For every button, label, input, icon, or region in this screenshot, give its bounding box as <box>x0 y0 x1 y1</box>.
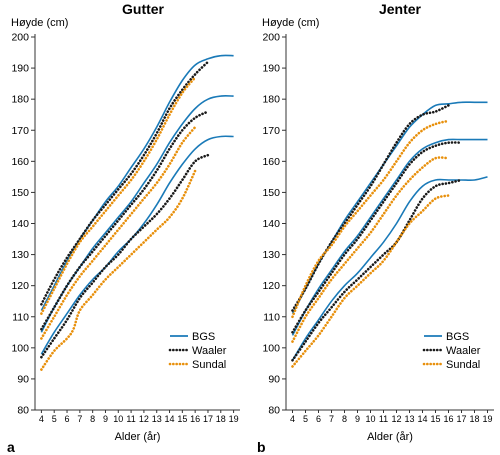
x-tick-label: 8 <box>90 414 95 424</box>
x-tick-label: 5 <box>52 414 57 424</box>
series-line-waaler-high <box>291 104 450 312</box>
x-axis-label: Alder (år) <box>115 431 161 443</box>
x-tick-label: 5 <box>303 414 308 424</box>
y-tick-label: 150 <box>11 187 29 199</box>
x-tick-label: 11 <box>126 414 135 424</box>
x-tick-label: 4 <box>290 414 295 424</box>
x-tick-label: 8 <box>342 414 347 424</box>
x-tick-label: 13 <box>152 414 162 424</box>
chart-panel-b: Jenter Høyde (cm) 80 90 100 110 120 130 140 150 16… <box>257 1 494 455</box>
y-tick-label: 150 <box>262 187 280 199</box>
series-line-sundal-high <box>291 119 450 319</box>
x-axis-label: Alder (år) <box>367 431 413 443</box>
legend-label-bgs: BGS <box>446 331 469 343</box>
series-line-sundal-low <box>291 194 450 368</box>
legend-label-waaler: Waaler <box>192 345 227 357</box>
y-tick-label: 120 <box>262 280 280 292</box>
x-tick-label: 17 <box>203 414 213 424</box>
y-tick-label: 110 <box>12 311 29 323</box>
x-tick-label: 10 <box>365 414 375 424</box>
y-tick-label: 90 <box>268 373 280 385</box>
y-tick-label: 160 <box>11 156 29 168</box>
x-tick-label: 16 <box>443 414 453 424</box>
series-line-sundal-low <box>40 169 197 371</box>
y-tick-label: 170 <box>262 125 280 137</box>
y-tick-label: 90 <box>17 373 29 385</box>
panel-title: Gutter <box>122 1 165 17</box>
panel-letter: a <box>7 439 15 455</box>
series-line-bgs-high <box>40 54 234 311</box>
x-tick-label: 14 <box>417 414 427 424</box>
x-tick-label: 6 <box>316 414 321 424</box>
series-line-bgs-high <box>291 101 488 314</box>
series-line-waaler-low <box>291 178 463 362</box>
x-tick-label: 15 <box>430 414 440 424</box>
y-tick-label: 170 <box>11 125 29 137</box>
x-tick-label: 9 <box>355 414 360 424</box>
y-tick-label: 130 <box>262 249 280 261</box>
y-tick-label: 110 <box>263 311 280 323</box>
x-tick-label: 16 <box>190 414 200 424</box>
series-line-waaler-mid <box>291 141 463 334</box>
series-line-waaler-mid <box>40 110 210 331</box>
series-line-waaler-high <box>40 60 210 306</box>
x-tick-label: 10 <box>113 414 123 424</box>
y-tick-label: 130 <box>11 249 29 261</box>
y-tick-label: 100 <box>262 342 280 354</box>
y-tick-label: 140 <box>262 218 280 230</box>
series-line-sundal-mid <box>291 156 450 343</box>
y-tick-label: 120 <box>11 280 29 292</box>
y-tick-label: 140 <box>11 218 29 230</box>
y-axis-label: Høyde (cm) <box>262 17 319 29</box>
x-tick-label: 12 <box>391 414 401 424</box>
series-line-sundal-high <box>40 76 197 315</box>
series-line-bgs-mid <box>291 138 488 336</box>
x-tick-label: 13 <box>404 414 414 424</box>
x-tick-label: 6 <box>65 414 70 424</box>
legend-label-sundal: Sundal <box>192 359 226 371</box>
legend-label-waaler: Waaler <box>446 345 481 357</box>
chart-panel-a: Gutter Høyde (cm) 80 90 100 110 120 130 140 150 16… <box>7 1 240 455</box>
x-tick-label: 15 <box>177 414 187 424</box>
series-line-sundal-mid <box>40 125 197 340</box>
y-axis-label: Høyde (cm) <box>11 17 68 29</box>
y-tick-label: 160 <box>262 156 280 168</box>
x-tick-label: 18 <box>469 414 479 424</box>
x-tick-label: 4 <box>39 414 44 424</box>
series-line-bgs-low <box>291 176 488 361</box>
x-tick-label: 18 <box>216 414 226 424</box>
legend-label-sundal: Sundal <box>446 359 480 371</box>
x-tick-label: 7 <box>329 414 334 424</box>
legend-label-bgs: BGS <box>192 331 215 343</box>
y-tick-label: 200 <box>11 32 29 44</box>
y-tick-label: 80 <box>17 405 29 417</box>
x-tick-label: 19 <box>482 414 492 424</box>
y-tick-label: 180 <box>11 94 29 106</box>
x-tick-label: 11 <box>379 414 388 424</box>
x-tick-label: 14 <box>165 414 175 424</box>
y-tick-label: 180 <box>262 94 280 106</box>
y-tick-label: 80 <box>268 405 280 417</box>
y-tick-label: 190 <box>11 63 29 75</box>
x-tick-label: 9 <box>103 414 108 424</box>
x-tick-label: 17 <box>456 414 466 424</box>
y-tick-label: 100 <box>11 342 29 354</box>
x-tick-label: 7 <box>77 414 82 424</box>
x-tick-label: 12 <box>139 414 149 424</box>
panel-letter: b <box>257 439 266 455</box>
series-line-bgs-mid <box>40 95 234 333</box>
x-tick-label: 19 <box>229 414 239 424</box>
series-line-waaler-low <box>40 153 210 359</box>
y-tick-label: 200 <box>262 32 280 44</box>
panel-title: Jenter <box>379 1 422 17</box>
y-tick-label: 190 <box>262 63 280 75</box>
